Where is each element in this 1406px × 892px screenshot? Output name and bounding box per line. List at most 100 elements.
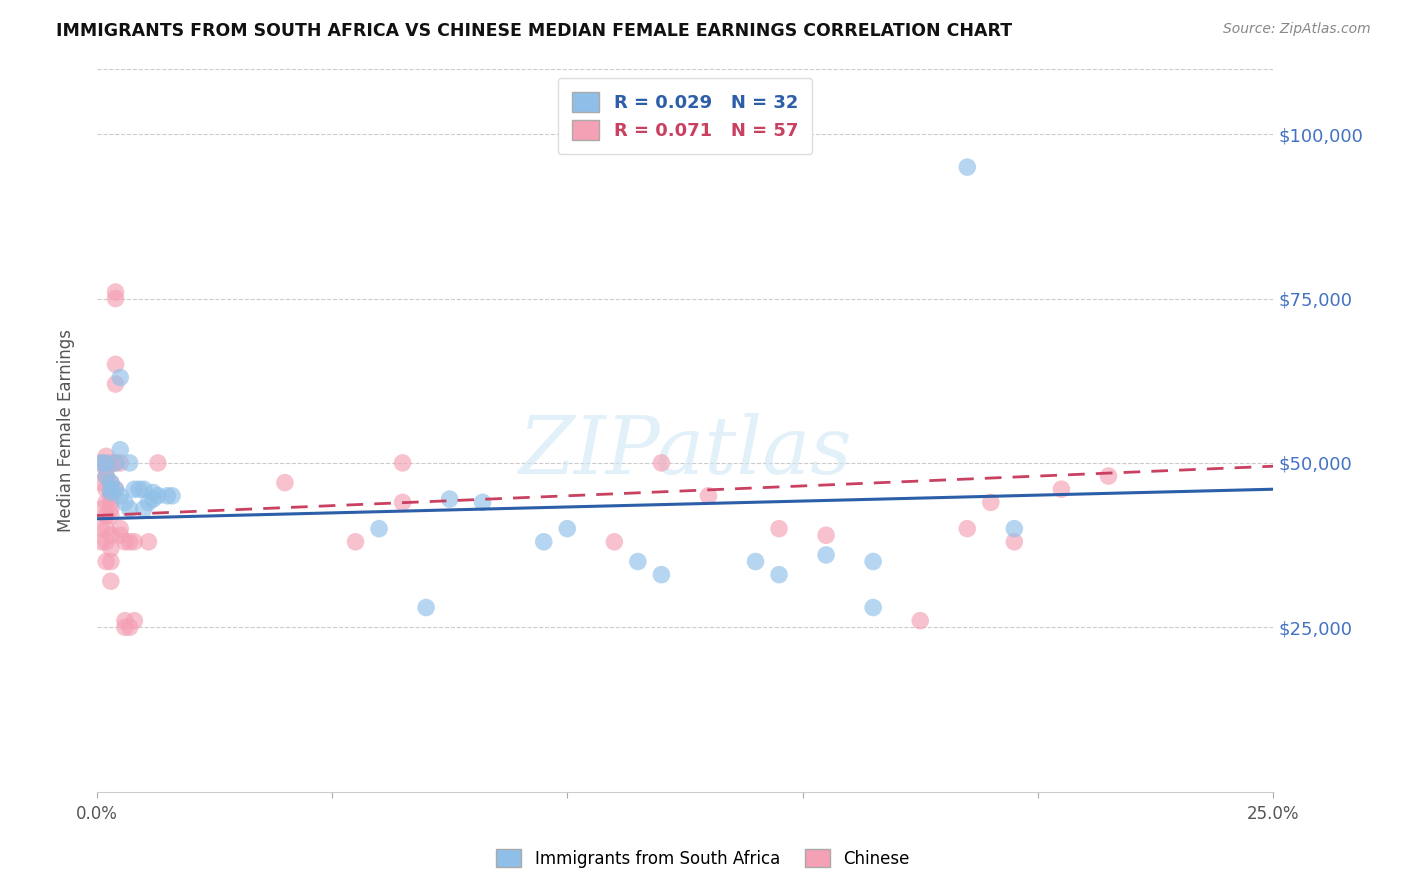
- Point: [138, 534, 160, 549]
- Point: [100, 528, 122, 542]
- Point: [94, 522, 117, 536]
- Point: [90, 534, 112, 549]
- Point: [114, 534, 136, 549]
- Point: [603, 534, 626, 549]
- Point: [627, 555, 650, 569]
- Point: [956, 522, 979, 536]
- Point: [104, 482, 127, 496]
- Point: [90, 456, 112, 470]
- Point: [118, 534, 141, 549]
- Point: [956, 160, 979, 174]
- Point: [471, 495, 494, 509]
- Point: [1050, 482, 1073, 496]
- Point: [114, 495, 136, 509]
- Point: [114, 614, 136, 628]
- Point: [90, 456, 112, 470]
- Point: [815, 548, 838, 562]
- Point: [94, 482, 117, 496]
- Point: [110, 442, 132, 457]
- Point: [94, 469, 117, 483]
- Legend: R = 0.029   N = 32, R = 0.071   N = 57: R = 0.029 N = 32, R = 0.071 N = 57: [558, 78, 813, 154]
- Point: [146, 456, 169, 470]
- Point: [94, 469, 117, 483]
- Point: [980, 495, 1002, 509]
- Point: [100, 495, 122, 509]
- Point: [862, 600, 884, 615]
- Point: [368, 522, 391, 536]
- Point: [100, 508, 122, 523]
- Point: [415, 600, 437, 615]
- Point: [94, 495, 117, 509]
- Point: [90, 475, 112, 490]
- Point: [100, 502, 122, 516]
- Point: [132, 502, 155, 516]
- Point: [391, 456, 413, 470]
- Point: [104, 285, 127, 299]
- Point: [650, 456, 672, 470]
- Point: [697, 489, 720, 503]
- Point: [100, 489, 122, 503]
- Point: [94, 462, 117, 476]
- Point: [744, 555, 766, 569]
- Point: [128, 482, 150, 496]
- Point: [439, 492, 461, 507]
- Point: [142, 492, 165, 507]
- Point: [146, 489, 169, 503]
- Point: [100, 485, 122, 500]
- Point: [156, 489, 179, 503]
- Point: [110, 370, 132, 384]
- Point: [138, 495, 160, 509]
- Point: [1002, 534, 1025, 549]
- Text: Source: ZipAtlas.com: Source: ZipAtlas.com: [1223, 22, 1371, 37]
- Point: [100, 456, 122, 470]
- Point: [274, 475, 297, 490]
- Point: [90, 502, 112, 516]
- Point: [104, 357, 127, 371]
- Point: [100, 541, 122, 556]
- Point: [104, 456, 127, 470]
- Point: [100, 475, 122, 490]
- Point: [94, 508, 117, 523]
- Point: [768, 522, 790, 536]
- Point: [104, 482, 127, 496]
- Point: [264, 29, 287, 43]
- Point: [768, 567, 790, 582]
- Point: [391, 495, 413, 509]
- Point: [104, 456, 127, 470]
- Point: [1097, 469, 1119, 483]
- Text: ZIPatlas: ZIPatlas: [519, 413, 852, 491]
- Point: [90, 522, 112, 536]
- Point: [94, 450, 117, 464]
- Point: [132, 482, 155, 496]
- Point: [344, 534, 367, 549]
- Point: [100, 482, 122, 496]
- Point: [94, 534, 117, 549]
- Point: [104, 377, 127, 392]
- Point: [118, 620, 141, 634]
- Y-axis label: Median Female Earnings: Median Female Earnings: [58, 328, 75, 532]
- Point: [555, 522, 578, 536]
- Point: [142, 485, 165, 500]
- Point: [1002, 522, 1025, 536]
- Point: [110, 489, 132, 503]
- Point: [124, 482, 146, 496]
- Point: [110, 528, 132, 542]
- Point: [862, 555, 884, 569]
- Point: [94, 555, 117, 569]
- Point: [100, 475, 122, 490]
- Point: [650, 567, 672, 582]
- Point: [124, 534, 146, 549]
- Point: [160, 489, 183, 503]
- Point: [94, 456, 117, 470]
- Point: [908, 614, 931, 628]
- Point: [114, 620, 136, 634]
- Point: [815, 528, 838, 542]
- Point: [110, 456, 132, 470]
- Point: [124, 614, 146, 628]
- Point: [533, 534, 555, 549]
- Point: [100, 574, 122, 589]
- Point: [118, 456, 141, 470]
- Point: [110, 522, 132, 536]
- Point: [100, 555, 122, 569]
- Legend: Immigrants from South Africa, Chinese: Immigrants from South Africa, Chinese: [485, 838, 921, 880]
